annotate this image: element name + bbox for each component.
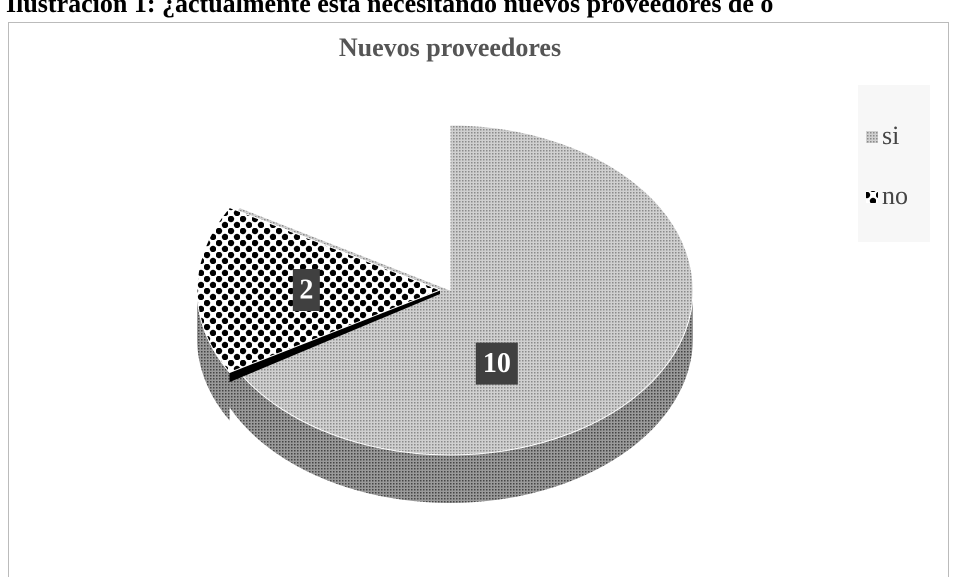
slice-edge bbox=[229, 290, 440, 383]
legend-swatch bbox=[866, 191, 878, 203]
caption: Ilustración 1: ¿actualmente está necesit… bbox=[6, 0, 773, 18]
chart-title: Nuevos proveedores bbox=[339, 33, 561, 62]
slice-side bbox=[207, 290, 693, 503]
legend-label: no bbox=[882, 181, 908, 210]
slice-side bbox=[197, 290, 230, 421]
data-label: 2 bbox=[299, 274, 313, 305]
legend bbox=[858, 85, 930, 242]
data-label-box bbox=[292, 269, 320, 311]
data-label-box bbox=[475, 342, 518, 385]
data-label: 10 bbox=[483, 348, 511, 379]
legend-label: si bbox=[882, 121, 899, 150]
legend-swatch bbox=[866, 131, 878, 143]
